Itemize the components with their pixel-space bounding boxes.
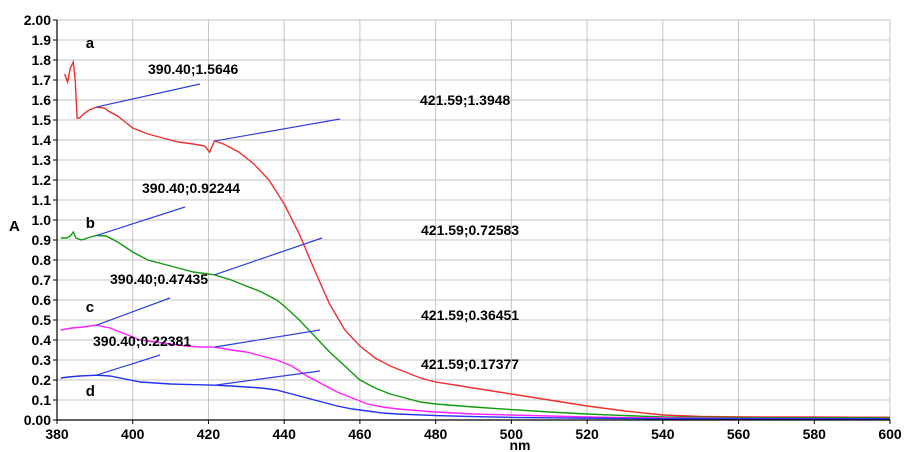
y-tick-label: 1.4 <box>32 132 52 148</box>
annotation-leader <box>214 329 321 348</box>
annotation-label: 421.59;1.3948 <box>420 92 511 108</box>
x-tick-label: 540 <box>651 426 675 442</box>
x-tick-label: 480 <box>424 426 448 442</box>
x-tick-label: 500 <box>500 426 524 442</box>
annotation-leader <box>96 354 161 376</box>
annotation-leaders <box>96 83 341 386</box>
series-line-c <box>60 324 891 420</box>
x-tick-label: 600 <box>878 426 902 442</box>
x-tick-label: 400 <box>121 426 145 442</box>
annotation-label: 421.59;0.17377 <box>421 356 519 372</box>
x-axis-label: nm <box>510 437 531 452</box>
x-tick-label: 460 <box>348 426 372 442</box>
x-tick-label: 440 <box>273 426 297 442</box>
y-tick-label: 0.9 <box>32 232 52 248</box>
series-line-a <box>63 59 890 418</box>
annotation-label: 390.40;1.5646 <box>148 61 239 77</box>
y-tick-label: 1.5 <box>32 112 52 128</box>
y-axis-label: A <box>9 218 20 235</box>
y-tick-label: 1.9 <box>32 32 52 48</box>
annotation-label: 421.59;0.72583 <box>421 222 519 238</box>
y-tick-label: 0.2 <box>32 372 52 388</box>
x-tick-label: 420 <box>197 426 221 442</box>
curve-label-d: d <box>86 383 95 400</box>
annotation-leader <box>96 83 201 108</box>
series-lines <box>60 59 891 420</box>
annotation-leader <box>96 297 171 326</box>
x-tick-label: 560 <box>727 426 751 442</box>
annotation-leader <box>214 118 341 142</box>
curve-label-c: c <box>86 299 94 316</box>
curve-label-a: a <box>86 35 95 52</box>
grid <box>57 19 891 420</box>
y-tick-label: 2.00 <box>24 12 51 28</box>
series-line-d <box>60 374 890 420</box>
y-tick-label: 0.5 <box>32 312 52 328</box>
annotation-leader <box>214 237 323 276</box>
y-tick-label: 0.1 <box>32 392 52 408</box>
y-tick-label: 1.6 <box>32 92 52 108</box>
y-tick-label: 1.8 <box>32 52 52 68</box>
y-tick-label: 0.8 <box>32 252 52 268</box>
y-tick-label: 1.7 <box>32 72 52 88</box>
axes: 380 400 420 440 460 480 500 520 540 560 580 600 0.00… <box>24 12 902 442</box>
y-tick-label: 1.3 <box>32 152 52 168</box>
annotation-label: 390.40;0.47435 <box>110 271 208 287</box>
y-tick-label: 1.1 <box>32 192 52 208</box>
annotation-label: 390.40;0.92244 <box>142 180 240 196</box>
y-tick-label: 0.6 <box>32 292 52 308</box>
y-tick-label: 0.7 <box>32 272 52 288</box>
y-tick-label: 0.4 <box>32 332 52 348</box>
y-tick-label: 1.2 <box>32 172 52 188</box>
annotation-labels: a b c d 390.40;1.5646 421.59;1.3948 390.40;0.9… <box>86 35 520 400</box>
annotation-leader <box>214 370 321 386</box>
series-line-b <box>60 230 891 419</box>
annotation-label: 390.40;0.22381 <box>93 333 191 349</box>
x-tick-label: 520 <box>575 426 599 442</box>
y-tick-label: 0.3 <box>32 352 52 368</box>
curve-label-b: b <box>86 215 95 232</box>
annotation-leader <box>96 206 186 237</box>
x-tick-label: 380 <box>45 426 69 442</box>
y-tick-label: 0.00 <box>24 412 51 428</box>
annotation-label: 421.59;0.36451 <box>421 307 519 323</box>
y-tick-label: 1.0 <box>32 212 52 228</box>
x-tick-label: 580 <box>803 426 827 442</box>
